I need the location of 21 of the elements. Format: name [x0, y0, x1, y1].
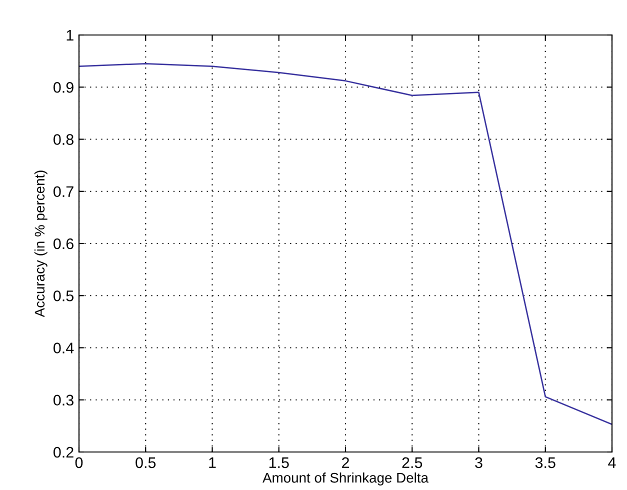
x-axis-title: Amount of Shrinkage Delta	[262, 472, 428, 486]
x-tick-label: 2	[342, 457, 349, 468]
line-series	[79, 62, 612, 426]
x-tick-label: 0.5	[136, 457, 156, 468]
x-tick-label: 4	[608, 457, 616, 468]
y-tick-label: 0.8	[54, 134, 74, 145]
y-tick-label: 0.9	[54, 82, 74, 93]
x-tick-label: 0	[75, 457, 83, 468]
y-tick-label: 1	[66, 30, 74, 41]
y-tick-label: 0.5	[54, 290, 74, 302]
x-tick-label: 2.5	[402, 457, 422, 468]
y-axis-title: Accuracy (in % percent)	[34, 170, 48, 318]
y-tick-label: 0.2	[54, 446, 74, 458]
y-tick-label: 0.7	[54, 186, 74, 198]
y-tick-label: 0.3	[54, 394, 74, 406]
y-tick-label: 0.6	[54, 238, 74, 250]
x-tick-label: 1	[209, 457, 216, 468]
y-tick-label: 0.4	[54, 342, 74, 354]
x-tick-label: 3.5	[535, 457, 556, 468]
x-tick-label: 3	[475, 457, 482, 468]
x-tick-label: 1.5	[269, 457, 289, 468]
